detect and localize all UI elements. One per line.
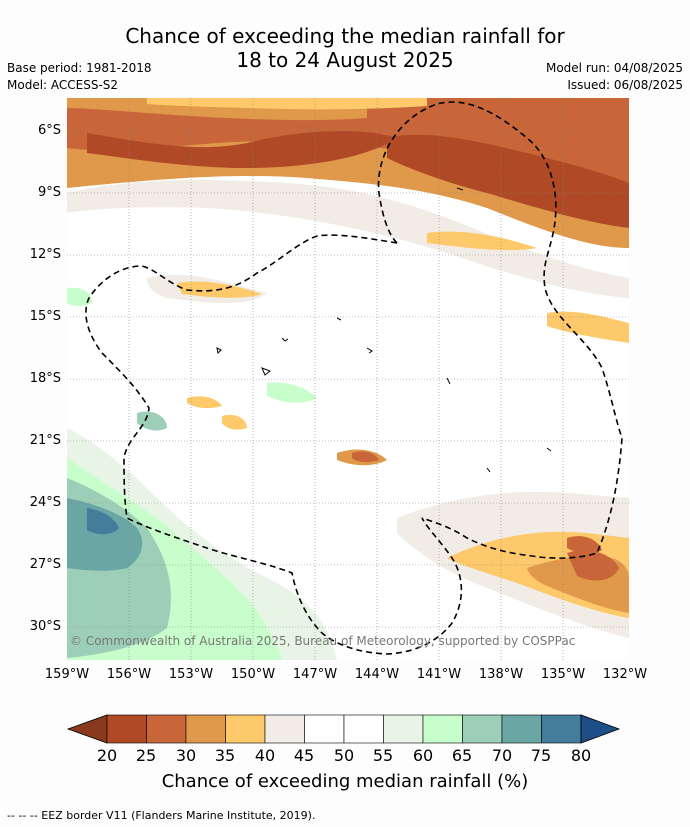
lat-label: 30°S [29, 619, 61, 634]
colorbar-cell [146, 714, 187, 744]
colorbar [66, 714, 621, 744]
colorbar-extend-high [580, 714, 621, 744]
colorbar-tick: 70 [491, 746, 513, 765]
colorbar-extend-low [66, 714, 108, 744]
colorbar-tick: 20 [96, 746, 118, 765]
lat-label: 12°S [29, 247, 61, 262]
colorbar-cell [304, 714, 345, 744]
colorbar-cell [422, 714, 463, 744]
colorbar-tick: 25 [135, 746, 157, 765]
colorbar-cell [383, 714, 424, 744]
islands [216, 187, 552, 473]
chart-title-line2: 18 to 24 August 2025 [236, 48, 454, 72]
lat-label: 15°S [29, 309, 61, 324]
lon-label: 132°W [602, 667, 648, 682]
colorbar-cell [264, 714, 305, 744]
colorbar-tick: 50 [333, 746, 355, 765]
lat-label: 27°S [29, 557, 61, 572]
lat-label: 9°S [37, 185, 61, 200]
issued-date: Issued: 06/08/2025 [567, 78, 683, 92]
lon-label: 156°W [106, 667, 152, 682]
lon-label: 138°W [478, 667, 524, 682]
colorbar-tick: 40 [254, 746, 276, 765]
lon-label: 144°W [354, 667, 400, 682]
colorbar-cell [343, 714, 384, 744]
lon-label: 150°W [230, 667, 276, 682]
colorbar-cell [501, 714, 542, 744]
colorbar-cell [225, 714, 266, 744]
colorbar-tick: 35 [214, 746, 236, 765]
lon-label: 135°W [540, 667, 586, 682]
colorbar-tick: 65 [451, 746, 473, 765]
colorbar-cell [541, 714, 582, 744]
colorbar-tick: 75 [530, 746, 552, 765]
colorbar-tick: 55 [372, 746, 394, 765]
lon-label: 153°W [168, 667, 214, 682]
chart-title-line1: Chance of exceeding the median rainfall … [125, 24, 565, 48]
model-name: Model: ACCESS-S2 [7, 78, 119, 92]
colorbar-tick: 45 [293, 746, 315, 765]
lat-label: 6°S [37, 123, 61, 138]
colorbar-tick: 60 [412, 746, 434, 765]
eez-border [85, 101, 623, 655]
eez-footnote: -- -- -- EEZ border V11 (Flanders Marine… [7, 809, 316, 822]
map-canvas [67, 98, 629, 660]
model-run-date: Model run: 04/08/2025 [545, 61, 683, 75]
lat-label: 24°S [29, 495, 61, 510]
lon-label: 159°W [44, 667, 90, 682]
colorbar-tick: 80 [570, 746, 592, 765]
colorbar-cell [462, 714, 503, 744]
rainfall-probability-map [67, 98, 629, 660]
colorbar-title: Chance of exceeding median rainfall (%) [161, 771, 529, 792]
lon-label: 147°W [292, 667, 338, 682]
colorbar-cell [185, 714, 226, 744]
graticule [67, 98, 629, 660]
lon-label: 141°W [416, 667, 462, 682]
colorbar-tick: 30 [175, 746, 197, 765]
copyright-notice: © Commonwealth of Australia 2025, Bureau… [70, 634, 576, 648]
colorbar-cell [106, 714, 147, 744]
base-period: Base period: 1981-2018 [7, 61, 152, 75]
lat-label: 21°S [29, 433, 61, 448]
lat-label: 18°S [29, 371, 61, 386]
